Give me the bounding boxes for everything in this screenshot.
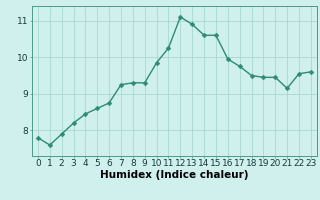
X-axis label: Humidex (Indice chaleur): Humidex (Indice chaleur)	[100, 170, 249, 180]
